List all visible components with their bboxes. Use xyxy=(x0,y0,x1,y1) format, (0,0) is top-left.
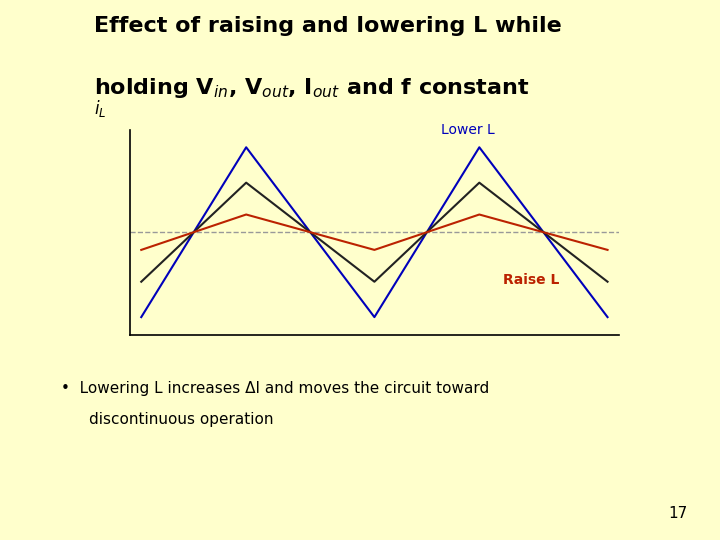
Text: holding V$_{in}$, V$_{out}$, I$_{out}$ and f constant: holding V$_{in}$, V$_{out}$, I$_{out}$ a… xyxy=(94,76,529,99)
Text: •  Lowering L increases ΔI and moves the circuit toward: • Lowering L increases ΔI and moves the … xyxy=(61,381,490,396)
Text: Lower L: Lower L xyxy=(441,123,495,137)
Text: Effect of raising and lowering L while: Effect of raising and lowering L while xyxy=(94,16,562,36)
Text: i$_L$: i$_L$ xyxy=(94,98,107,119)
Text: discontinuous operation: discontinuous operation xyxy=(89,412,273,427)
Text: Raise L: Raise L xyxy=(503,273,559,287)
Text: 17: 17 xyxy=(668,506,688,521)
